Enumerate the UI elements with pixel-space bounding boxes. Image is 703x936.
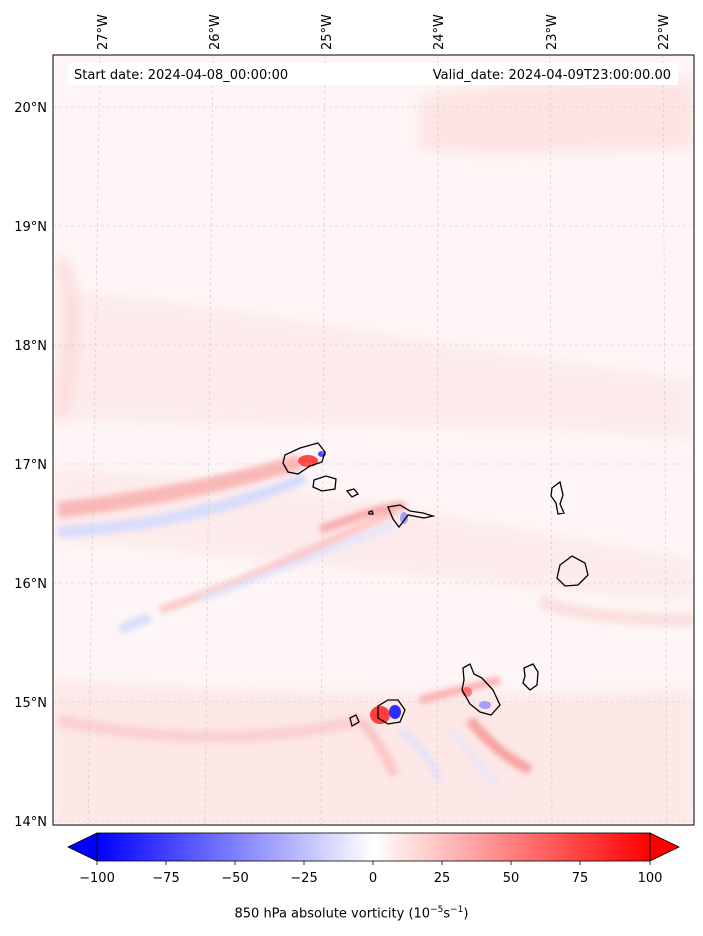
colorbar-label: 850 hPa absolute vorticity (10−5s−1): [0, 905, 703, 921]
colorbar-max-extend: [649, 832, 680, 862]
colorbar-tick: −100: [79, 871, 115, 886]
colorbar-label-suffix: ): [463, 906, 469, 922]
lon-tick-label: 25°W: [320, 14, 335, 50]
colorbar-tick: −75: [152, 871, 179, 886]
island-santa-luzia: [345, 488, 360, 498]
lon-tick-label: 23°W: [545, 14, 560, 50]
lat-tick-label: 20°N: [14, 101, 47, 116]
latitude-ticks: 20°N 19°N 18°N 17°N 16°N 15°N 14°N: [14, 101, 47, 830]
island-boa-vista: [556, 555, 589, 587]
colorbar-min-extend: [67, 832, 98, 862]
lat-tick-label: 19°N: [14, 220, 47, 235]
graticule: [53, 55, 694, 825]
colorbar-label-exp1: −5: [430, 905, 444, 915]
lon-tick-label: 24°W: [432, 14, 447, 50]
colorbar-tick: −50: [221, 871, 248, 886]
colorbar-tick: 0: [369, 871, 377, 886]
island-santo-antao: [282, 442, 326, 475]
lat-tick-label: 15°N: [14, 696, 47, 711]
island-sao-nicolau: [368, 504, 436, 529]
lon-tick-label: 26°W: [208, 14, 223, 50]
colorbar: −100 −75 −50 −25 0 25 50 75 100: [67, 832, 680, 886]
longitude-ticks: 27°W 26°W 25°W 24°W 23°W 22°W: [96, 14, 672, 50]
coastlines: [282, 442, 589, 727]
lat-tick-label: 14°N: [14, 815, 47, 830]
lat-tick-label: 16°N: [14, 577, 47, 592]
colorbar-tick: 25: [434, 871, 451, 886]
colorbar-tick: 75: [572, 871, 589, 886]
island-maio: [522, 663, 539, 691]
island-santiago: [461, 663, 501, 716]
vorticity-field: [53, 55, 694, 825]
start-date-label: Start date: 2024-04-08_00:00:00: [74, 68, 288, 83]
colorbar-tick: 50: [503, 871, 520, 886]
header-box: [68, 63, 678, 85]
colorbar-label-exp2: −1: [450, 905, 464, 915]
colorbar-gradient: [97, 833, 650, 861]
colorbar-label-unit: s: [443, 906, 451, 922]
island-brava: [349, 714, 360, 727]
lon-tick-label: 27°W: [96, 14, 111, 50]
map-frame: [52, 54, 695, 826]
island-sao-vicente: [312, 475, 337, 492]
lon-tick-label: 22°W: [657, 14, 672, 50]
lat-tick-label: 18°N: [14, 339, 47, 354]
valid-date-label: Valid_date: 2024-04-09T23:00:00.00: [433, 68, 671, 83]
colorbar-tick: −25: [290, 871, 317, 886]
colorbar-label-prefix: 850 hPa absolute vorticity (10: [234, 906, 431, 922]
lat-tick-label: 17°N: [14, 458, 47, 473]
island-fogo: [377, 699, 406, 725]
colorbar-tick: 100: [638, 871, 663, 886]
island-sal: [550, 480, 565, 515]
